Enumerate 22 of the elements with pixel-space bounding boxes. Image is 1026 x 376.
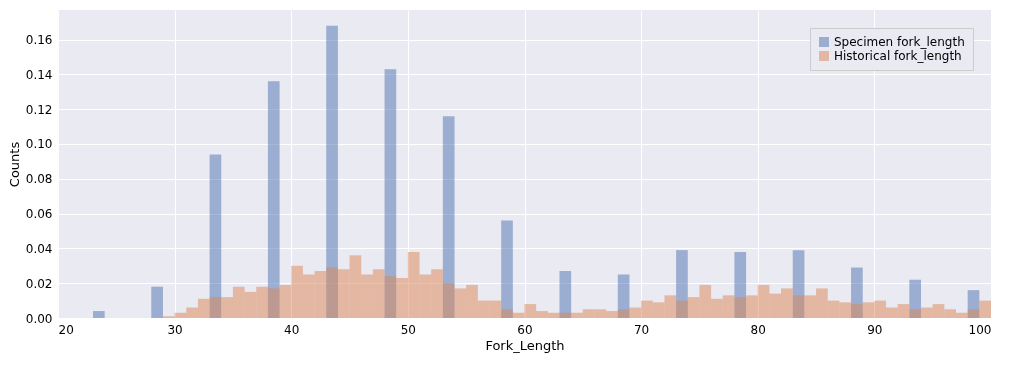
legend-label: Specimen fork_length — [834, 35, 965, 49]
x-tick-label: 100 — [968, 322, 992, 337]
y-tick-label: 0.12 — [25, 102, 53, 117]
x-tick-label: 50 — [400, 322, 417, 337]
x-tick-label: 30 — [167, 322, 183, 337]
x-tick-label: 80 — [750, 322, 766, 337]
y-tick-label: 0.06 — [25, 207, 53, 222]
y-tick-label: 0.02 — [25, 276, 53, 291]
y-tick-label: 0.14 — [25, 67, 53, 82]
x-tick-label: 40 — [284, 322, 300, 337]
y-axis-title: Counts — [6, 141, 22, 188]
x-tick-label: 70 — [633, 322, 650, 337]
y-tick-label: 0.08 — [25, 172, 53, 187]
y-tick-label: 0.00 — [25, 311, 53, 326]
x-axis-title: Fork_Length — [485, 337, 565, 353]
y-tick-label: 0.10 — [25, 137, 53, 152]
legend-label: Historical fork_length — [834, 49, 962, 63]
y-tick-label: 0.16 — [25, 33, 53, 48]
x-tick-label: 20 — [58, 322, 74, 337]
y-tick-label: 0.04 — [25, 241, 53, 256]
x-tick-label: 60 — [517, 322, 533, 337]
x-tick-label: 90 — [867, 322, 883, 337]
